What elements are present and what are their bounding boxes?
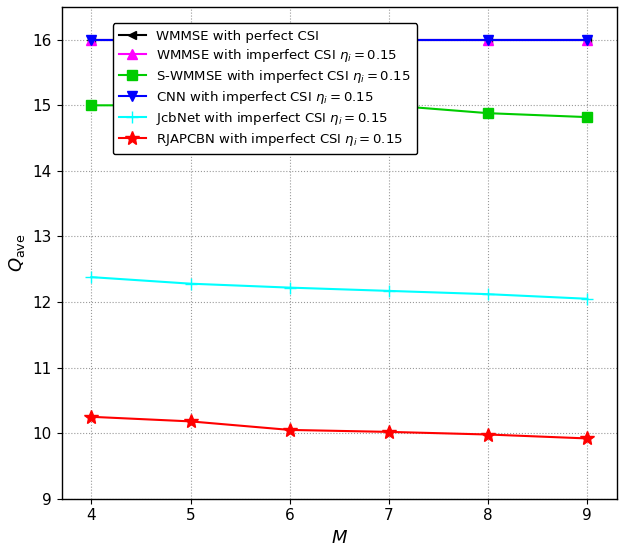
Line: CNN with imperfect CSI $\eta_i = 0.15$: CNN with imperfect CSI $\eta_i = 0.15$ — [87, 35, 592, 44]
RJAPCBN with imperfect CSI $\eta_i = 0.15$ — [187, 418, 194, 425]
Line: RJAPCBN with imperfect CSI $\eta_i = 0.15$: RJAPCBN with imperfect CSI $\eta_i = 0.1… — [84, 410, 594, 445]
WMMSE with imperfect CSI $\eta_i = 0.15$ — [583, 37, 591, 43]
WMMSE with imperfect CSI $\eta_i = 0.15$ — [286, 37, 293, 43]
S-WMMSE with imperfect CSI $\eta_i = 0.15$ — [583, 114, 591, 120]
JcbNet with imperfect CSI $\eta_i = 0.15$ — [87, 274, 95, 280]
WMMSE with perfect CSI — [87, 37, 95, 43]
WMMSE with perfect CSI — [187, 37, 194, 43]
WMMSE with perfect CSI — [484, 37, 492, 43]
WMMSE with perfect CSI — [385, 37, 392, 43]
S-WMMSE with imperfect CSI $\eta_i = 0.15$ — [385, 102, 392, 109]
S-WMMSE with imperfect CSI $\eta_i = 0.15$ — [484, 110, 492, 116]
CNN with imperfect CSI $\eta_i = 0.15$ — [187, 37, 194, 43]
Line: JcbNet with imperfect CSI $\eta_i = 0.15$: JcbNet with imperfect CSI $\eta_i = 0.15… — [85, 271, 593, 304]
CNN with imperfect CSI $\eta_i = 0.15$ — [484, 37, 492, 43]
CNN with imperfect CSI $\eta_i = 0.15$ — [87, 37, 95, 43]
S-WMMSE with imperfect CSI $\eta_i = 0.15$ — [286, 102, 293, 109]
JcbNet with imperfect CSI $\eta_i = 0.15$ — [286, 284, 293, 291]
X-axis label: $M$: $M$ — [331, 529, 348, 547]
WMMSE with imperfect CSI $\eta_i = 0.15$ — [187, 37, 194, 43]
WMMSE with imperfect CSI $\eta_i = 0.15$ — [484, 37, 492, 43]
WMMSE with imperfect CSI $\eta_i = 0.15$ — [385, 37, 392, 43]
S-WMMSE with imperfect CSI $\eta_i = 0.15$ — [187, 102, 194, 109]
CNN with imperfect CSI $\eta_i = 0.15$ — [385, 37, 392, 43]
Line: S-WMMSE with imperfect CSI $\eta_i = 0.15$: S-WMMSE with imperfect CSI $\eta_i = 0.1… — [87, 100, 592, 122]
RJAPCBN with imperfect CSI $\eta_i = 0.15$ — [484, 431, 492, 438]
Line: WMMSE with imperfect CSI $\eta_i = 0.15$: WMMSE with imperfect CSI $\eta_i = 0.15$ — [87, 35, 592, 44]
WMMSE with imperfect CSI $\eta_i = 0.15$ — [87, 37, 95, 43]
JcbNet with imperfect CSI $\eta_i = 0.15$ — [187, 280, 194, 287]
Legend: WMMSE with perfect CSI, WMMSE with imperfect CSI $\eta_i = 0.15$, S-WMMSE with i: WMMSE with perfect CSI, WMMSE with imper… — [112, 23, 417, 155]
CNN with imperfect CSI $\eta_i = 0.15$ — [583, 37, 591, 43]
Line: WMMSE with perfect CSI: WMMSE with perfect CSI — [87, 35, 592, 44]
JcbNet with imperfect CSI $\eta_i = 0.15$ — [484, 291, 492, 297]
RJAPCBN with imperfect CSI $\eta_i = 0.15$ — [583, 435, 591, 442]
CNN with imperfect CSI $\eta_i = 0.15$ — [286, 37, 293, 43]
RJAPCBN with imperfect CSI $\eta_i = 0.15$ — [286, 427, 293, 433]
JcbNet with imperfect CSI $\eta_i = 0.15$ — [583, 295, 591, 302]
S-WMMSE with imperfect CSI $\eta_i = 0.15$ — [87, 102, 95, 109]
Y-axis label: $Q_{\mathrm{ave}}$: $Q_{\mathrm{ave}}$ — [7, 234, 27, 272]
WMMSE with perfect CSI — [583, 37, 591, 43]
RJAPCBN with imperfect CSI $\eta_i = 0.15$ — [385, 429, 392, 435]
WMMSE with perfect CSI — [286, 37, 293, 43]
RJAPCBN with imperfect CSI $\eta_i = 0.15$ — [87, 413, 95, 420]
JcbNet with imperfect CSI $\eta_i = 0.15$ — [385, 288, 392, 294]
